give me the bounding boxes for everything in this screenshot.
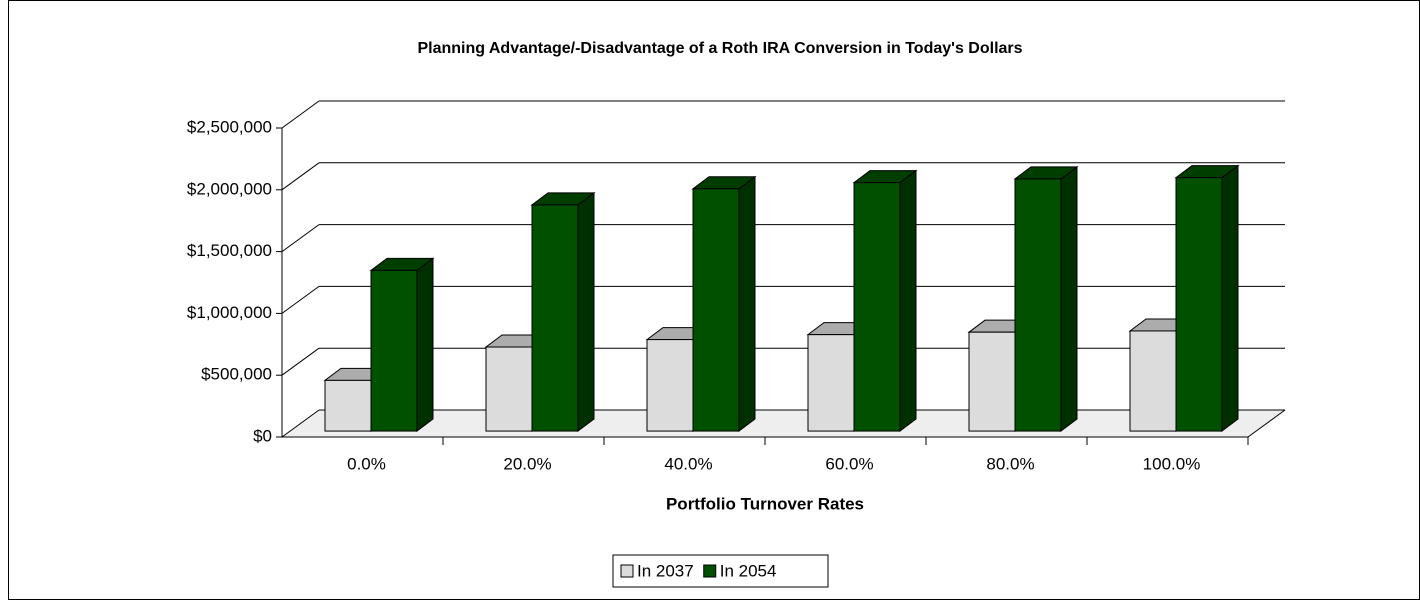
legend-label: In 2037 xyxy=(637,561,694,580)
bar-front xyxy=(692,188,740,432)
legend-swatch xyxy=(620,564,634,578)
chart-title: Planning Advantage/-Disadvantage of a Ro… xyxy=(417,40,1022,57)
wall-grid-line xyxy=(281,285,320,314)
bar-front xyxy=(1129,330,1177,432)
bar-front xyxy=(807,334,855,432)
x-tick-label: 100.0% xyxy=(1143,454,1201,473)
bar xyxy=(369,257,435,433)
bar-side xyxy=(899,169,917,433)
x-tick-label: 40.0% xyxy=(664,454,712,473)
legend-box xyxy=(612,554,829,588)
bar-front xyxy=(646,339,694,432)
floor-edge xyxy=(1247,409,1286,438)
wall-grid-line xyxy=(281,224,320,253)
x-tick-label: 60.0% xyxy=(825,454,873,473)
bar xyxy=(530,191,596,433)
bar-side xyxy=(1221,164,1239,433)
wall-grid-line xyxy=(281,409,320,438)
wall-grid-line xyxy=(281,100,320,129)
wall-grid-line xyxy=(281,162,320,191)
bar-front xyxy=(1175,177,1223,432)
legend-label: In 2054 xyxy=(720,561,777,580)
bar-front xyxy=(324,379,372,432)
bar xyxy=(1174,164,1240,433)
bar-front xyxy=(485,346,533,432)
y-tick-label: $500,000 xyxy=(201,365,272,384)
x-axis-title: Portfolio Turnover Rates xyxy=(666,494,864,513)
bar-side xyxy=(577,191,595,433)
bar xyxy=(691,175,757,433)
bar-front xyxy=(370,269,418,432)
x-tick-label: 0.0% xyxy=(347,454,386,473)
bar-side xyxy=(1060,165,1078,433)
y-tick-label: $2,000,000 xyxy=(187,179,272,198)
legend-swatch xyxy=(703,564,717,578)
bar-front xyxy=(1014,178,1062,432)
bar-front xyxy=(531,204,579,432)
y-tick-label: $0 xyxy=(253,426,272,445)
bar-side xyxy=(738,175,756,433)
bar xyxy=(1013,165,1079,433)
bar xyxy=(852,169,918,433)
y-tick-label: $1,500,000 xyxy=(187,241,272,260)
x-tick-label: 20.0% xyxy=(503,454,551,473)
x-tick-label: 80.0% xyxy=(986,454,1034,473)
bar-front xyxy=(968,331,1016,432)
bar-side xyxy=(416,257,434,433)
y-tick-label: $1,000,000 xyxy=(187,303,272,322)
wall-grid-line xyxy=(281,347,320,376)
y-tick-label: $2,500,000 xyxy=(187,117,272,136)
bar-front xyxy=(853,182,901,432)
